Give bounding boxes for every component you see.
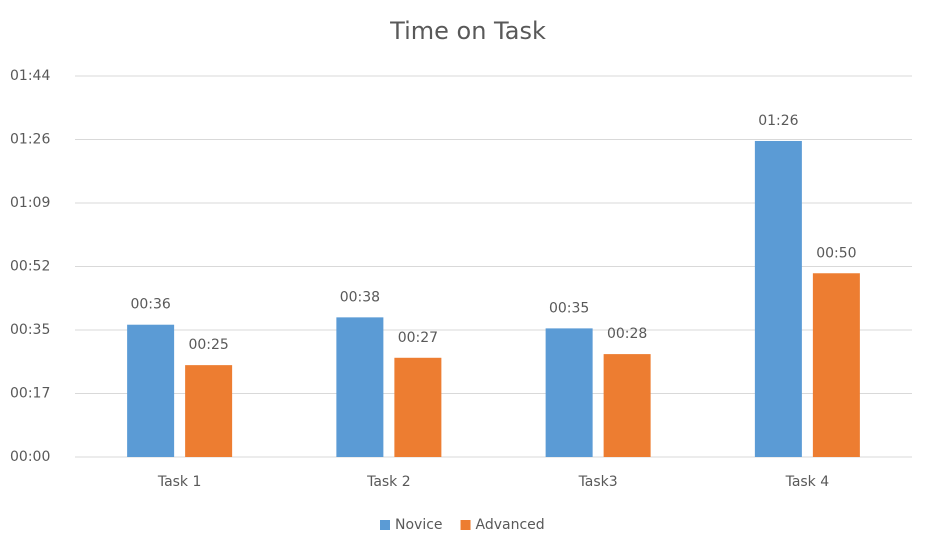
y-tick-label: 00:00	[10, 449, 50, 465]
bar	[394, 357, 442, 457]
data-label: 00:25	[188, 337, 228, 353]
chart-title: Time on Task	[389, 17, 546, 45]
bar	[336, 317, 384, 457]
legend-label: Advanced	[476, 517, 545, 533]
y-tick-label: 01:44	[10, 68, 50, 84]
x-tick-label: Task 4	[785, 474, 830, 490]
data-label: 01:26	[758, 113, 798, 129]
bar	[754, 140, 802, 457]
data-label: 00:27	[398, 330, 438, 346]
y-tick-label: 01:26	[10, 132, 50, 148]
bar	[545, 328, 593, 457]
data-label: 00:50	[816, 245, 856, 261]
bar	[185, 365, 233, 457]
x-tick-label: Task3	[578, 474, 618, 490]
legend-swatch	[460, 520, 471, 530]
bar	[812, 273, 860, 457]
data-label: 00:36	[130, 297, 170, 313]
data-label: 00:35	[549, 300, 589, 316]
y-tick-label: 00:35	[10, 322, 50, 338]
legend-label: Novice	[395, 517, 443, 533]
x-tick-label: Task 1	[157, 474, 202, 490]
x-tick-label: Task 2	[366, 474, 411, 490]
bar	[603, 354, 651, 457]
data-label: 00:38	[340, 289, 380, 305]
y-tick-label: 00:52	[10, 259, 50, 275]
bar	[127, 324, 175, 457]
legend-swatch	[380, 520, 390, 530]
y-tick-label: 00:17	[10, 386, 50, 402]
y-tick-label: 01:09	[10, 195, 50, 211]
data-label: 00:28	[607, 326, 647, 342]
